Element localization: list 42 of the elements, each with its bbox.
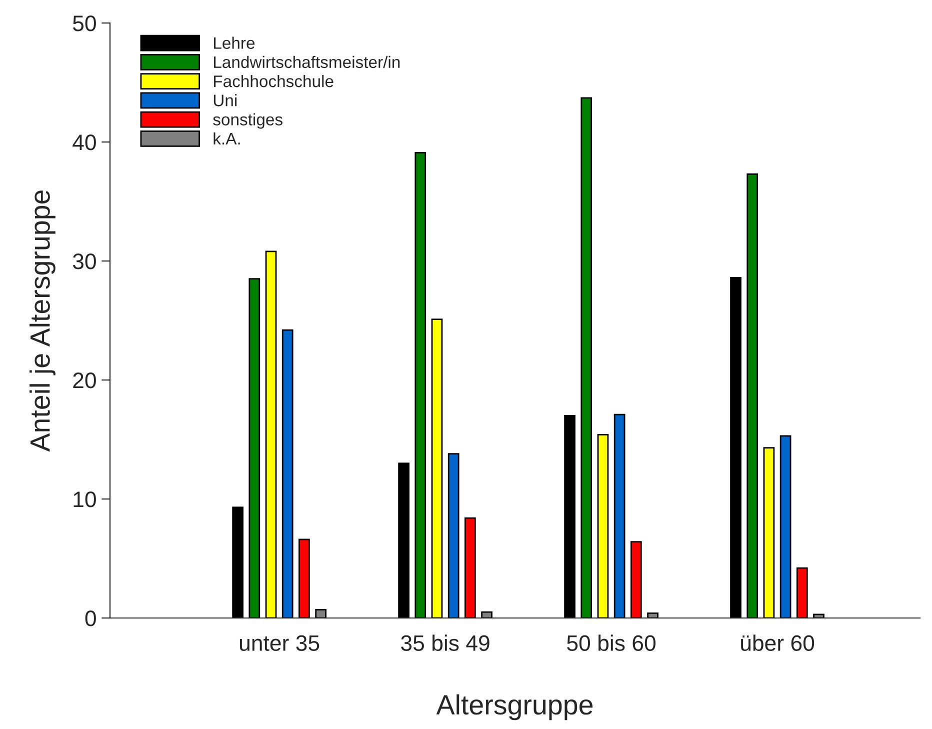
- bar: [431, 318, 443, 618]
- legend-label: Uni: [214, 94, 237, 106]
- bar: [248, 278, 260, 618]
- bar: [464, 517, 476, 618]
- bar: [730, 276, 742, 618]
- bar: [298, 538, 310, 618]
- legend-label: sonstiges: [213, 113, 282, 129]
- y-tick-label: 0: [85, 610, 96, 626]
- x-tick-label: 50 bis 60: [567, 634, 656, 651]
- bar: [746, 173, 758, 618]
- y-tick-label: 10: [74, 492, 96, 508]
- y-tick-label: 50: [72, 16, 96, 32]
- bar: [796, 567, 808, 618]
- bar: [564, 415, 576, 618]
- bar: [813, 614, 824, 618]
- legend-label: Landwirtschaftsmeister/in: [214, 56, 400, 68]
- bar: [597, 434, 609, 618]
- bar: [780, 435, 792, 618]
- x-axis-title: Altersgruppe: [436, 694, 593, 720]
- bar: [232, 506, 244, 618]
- y-tick-label: 30: [72, 254, 96, 270]
- bar: [448, 453, 460, 618]
- x-tick-label: unter 35: [240, 635, 320, 651]
- legend-label: Lehre: [214, 36, 255, 49]
- bar: [647, 612, 658, 618]
- bar: [282, 329, 294, 618]
- bar: [614, 414, 626, 618]
- bar: [398, 462, 410, 618]
- y-axis-title: Anteil je Altersgruppe: [30, 190, 56, 452]
- bar: [763, 447, 775, 618]
- bar: [414, 152, 426, 618]
- x-tick-label: 35 bis 49: [401, 634, 490, 651]
- bar: [315, 608, 326, 618]
- bar: [580, 97, 592, 618]
- y-tick-label: 40: [72, 134, 96, 150]
- x-tick-label: über 60: [741, 634, 814, 651]
- bar: [265, 250, 277, 618]
- y-tick-label: 20: [73, 372, 96, 388]
- legend-label: Fachhochschule: [214, 74, 334, 88]
- bar: [630, 541, 642, 618]
- legend-label: k.A.: [214, 132, 240, 144]
- bar: [481, 611, 492, 618]
